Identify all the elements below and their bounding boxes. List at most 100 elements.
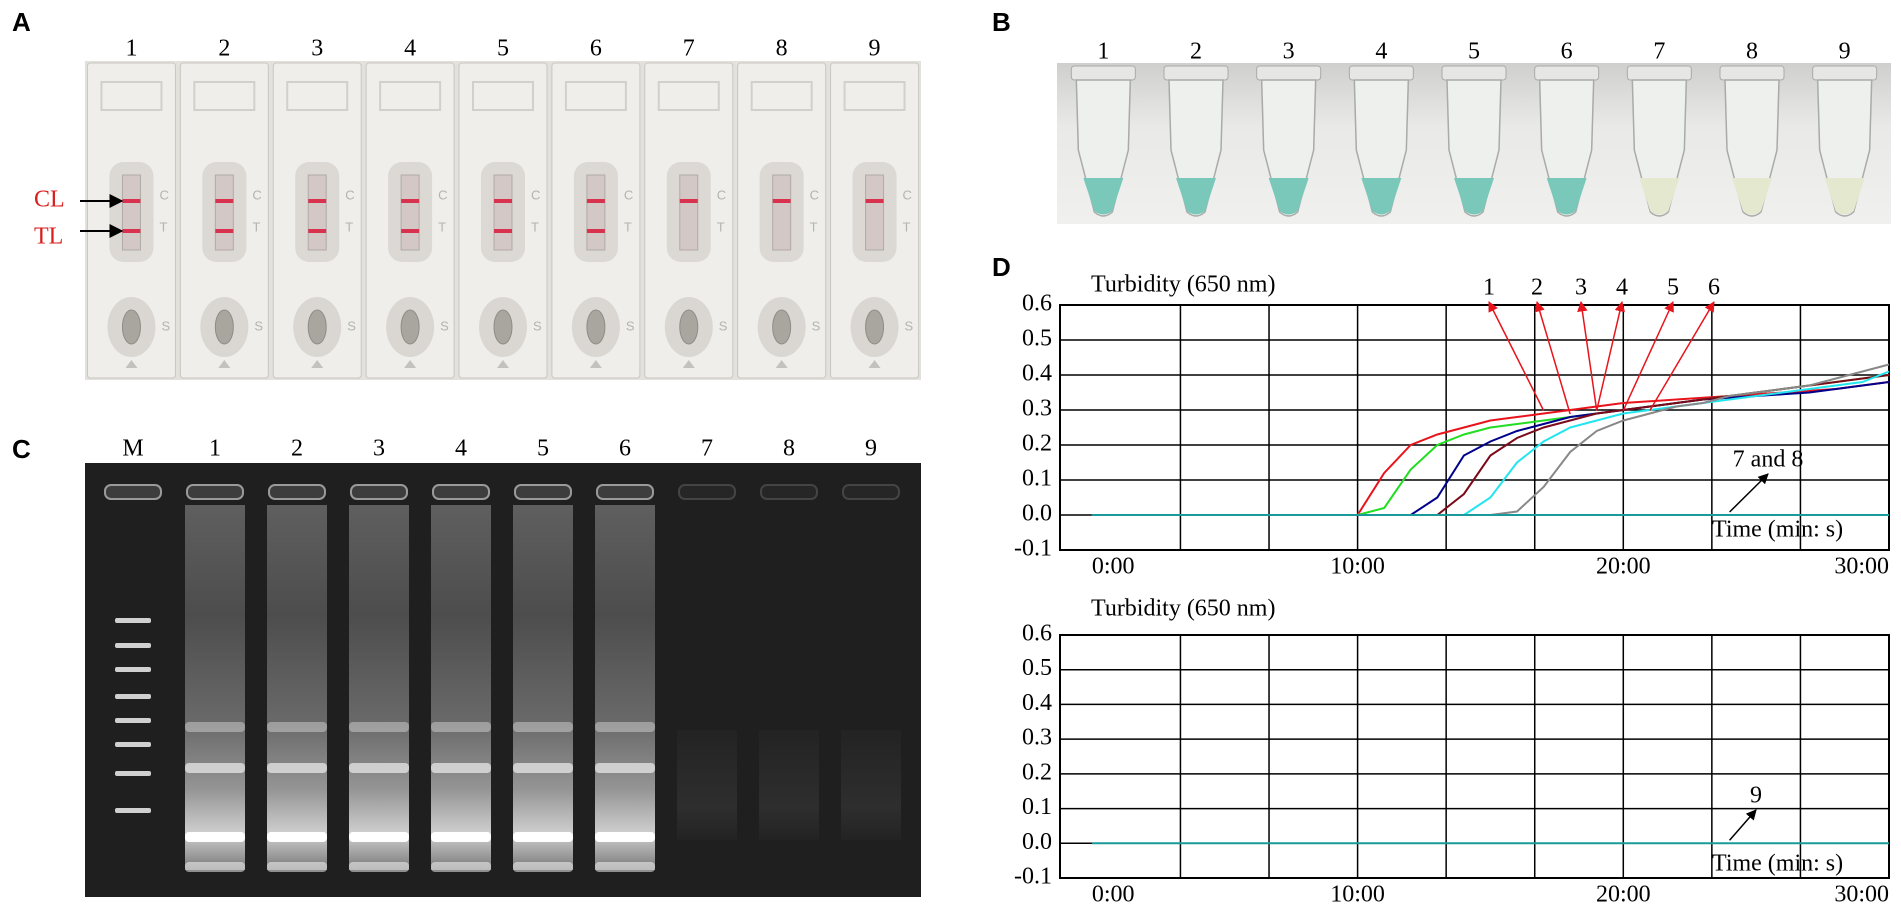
- tube-liquid: [1824, 178, 1865, 215]
- label-window: [379, 81, 442, 111]
- annotation-arrow: [1534, 300, 1571, 415]
- dna-band: [267, 763, 327, 773]
- cassette-mark: T: [531, 219, 539, 234]
- cassette-mark: T: [903, 219, 911, 234]
- ladder-band: [115, 618, 151, 623]
- control-line: [865, 199, 884, 203]
- dna-band: [595, 763, 655, 773]
- lane-label: 8: [1746, 39, 1758, 65]
- cassette-mark: T: [252, 219, 260, 234]
- gel-well: [678, 484, 736, 500]
- line-label: CL: [34, 187, 65, 213]
- ladder-band: [115, 694, 151, 699]
- y-tick-label: 0.6: [1022, 621, 1052, 647]
- y-tick-label: 0.6: [1022, 291, 1052, 317]
- sample-hole: [493, 309, 513, 345]
- test-line: [215, 229, 234, 233]
- label-window: [564, 81, 627, 111]
- x-axis-title: Time (min: s): [1712, 851, 1843, 877]
- panel-label: C: [12, 434, 31, 464]
- annotation-arrow: [1729, 809, 1757, 841]
- result-membrane: [772, 174, 792, 251]
- tube-cap: [1719, 65, 1785, 81]
- result-membrane: [214, 174, 234, 251]
- lane-label: 6: [590, 36, 602, 62]
- label-window: [472, 81, 534, 111]
- dna-band: [513, 862, 573, 872]
- cassette-mark: C: [252, 187, 261, 202]
- series-label: 7 and 8: [1733, 447, 1804, 473]
- cassette-mark: T: [345, 219, 353, 234]
- cassette-arrow: [218, 360, 231, 368]
- x-tick-label: 0:00: [1092, 554, 1135, 580]
- lane-label: 1: [125, 36, 137, 62]
- cassette-arrow: [868, 360, 881, 368]
- dna-band: [185, 763, 245, 773]
- y-tick-label: 0.3: [1022, 396, 1052, 422]
- ladder-band: [115, 742, 151, 747]
- y-tick-label: 0.3: [1022, 725, 1052, 751]
- label-window: [100, 81, 163, 111]
- cassette-arrow: [589, 360, 602, 368]
- cassette-mark: S: [905, 318, 914, 333]
- y-tick-label: -0.1: [1014, 536, 1052, 562]
- lane-label: 9: [1839, 39, 1851, 65]
- annotation-arrow: [1729, 473, 1769, 513]
- lane-label: 5: [497, 36, 509, 62]
- cassette-mark: C: [345, 187, 354, 202]
- tube-cap: [1441, 65, 1507, 81]
- dna-smear: [185, 505, 245, 870]
- dna-smear: [349, 505, 409, 870]
- sample-hole: [307, 309, 327, 345]
- test-line: [494, 229, 512, 233]
- cassette-mark: S: [254, 318, 263, 333]
- control-line: [308, 199, 327, 203]
- tube-liquid: [1454, 178, 1494, 215]
- gel-well: [268, 484, 326, 500]
- lane-label: 2: [218, 36, 230, 62]
- y-tick-label: 0.5: [1022, 326, 1052, 352]
- gel-well: [760, 484, 818, 500]
- cassette-mark: T: [438, 219, 446, 234]
- dna-band: [595, 722, 655, 732]
- dna-band: [431, 722, 491, 732]
- annotation-arrow: [1595, 300, 1625, 411]
- x-tick-label: 30:00: [1834, 882, 1889, 908]
- cassette-arrow: [404, 360, 417, 368]
- result-membrane: [121, 174, 141, 251]
- dna-band: [349, 832, 409, 842]
- lane-label: 3: [311, 36, 323, 62]
- dna-band: [185, 862, 245, 872]
- cassette-mark: C: [717, 187, 726, 202]
- tube-cap: [1626, 65, 1692, 81]
- dna-band: [267, 722, 327, 732]
- lane-label: 1: [1097, 39, 1109, 65]
- lane-label: 7: [683, 36, 695, 62]
- lane-label: 2: [1190, 39, 1202, 65]
- sample-hole: [121, 309, 141, 345]
- control-line: [586, 199, 605, 203]
- cassette-mark: S: [533, 318, 542, 333]
- dna-smear: [431, 505, 491, 870]
- control-line: [679, 199, 698, 203]
- test-line: [308, 229, 327, 233]
- tube-cap: [1534, 65, 1600, 81]
- dna-band: [185, 832, 245, 842]
- sample-hole: [214, 309, 234, 345]
- test-line: [586, 229, 605, 233]
- cassette-arrow: [682, 360, 695, 368]
- dna-band: [349, 862, 409, 872]
- ladder-band: [115, 718, 151, 723]
- dna-smear: [595, 505, 655, 870]
- sample-hole: [400, 309, 420, 345]
- y-tick-label: 0.2: [1022, 431, 1052, 457]
- lane-label: 6: [1561, 39, 1573, 65]
- cassette-mark: T: [717, 219, 725, 234]
- tube-liquid: [1361, 178, 1402, 215]
- plot-area: [1059, 304, 1890, 551]
- series-label: 2: [1531, 275, 1543, 301]
- x-tick-label: 0:00: [1092, 882, 1135, 908]
- dna-smear: [513, 505, 573, 870]
- tube-liquid: [1639, 178, 1680, 215]
- lane-label: 8: [783, 436, 795, 462]
